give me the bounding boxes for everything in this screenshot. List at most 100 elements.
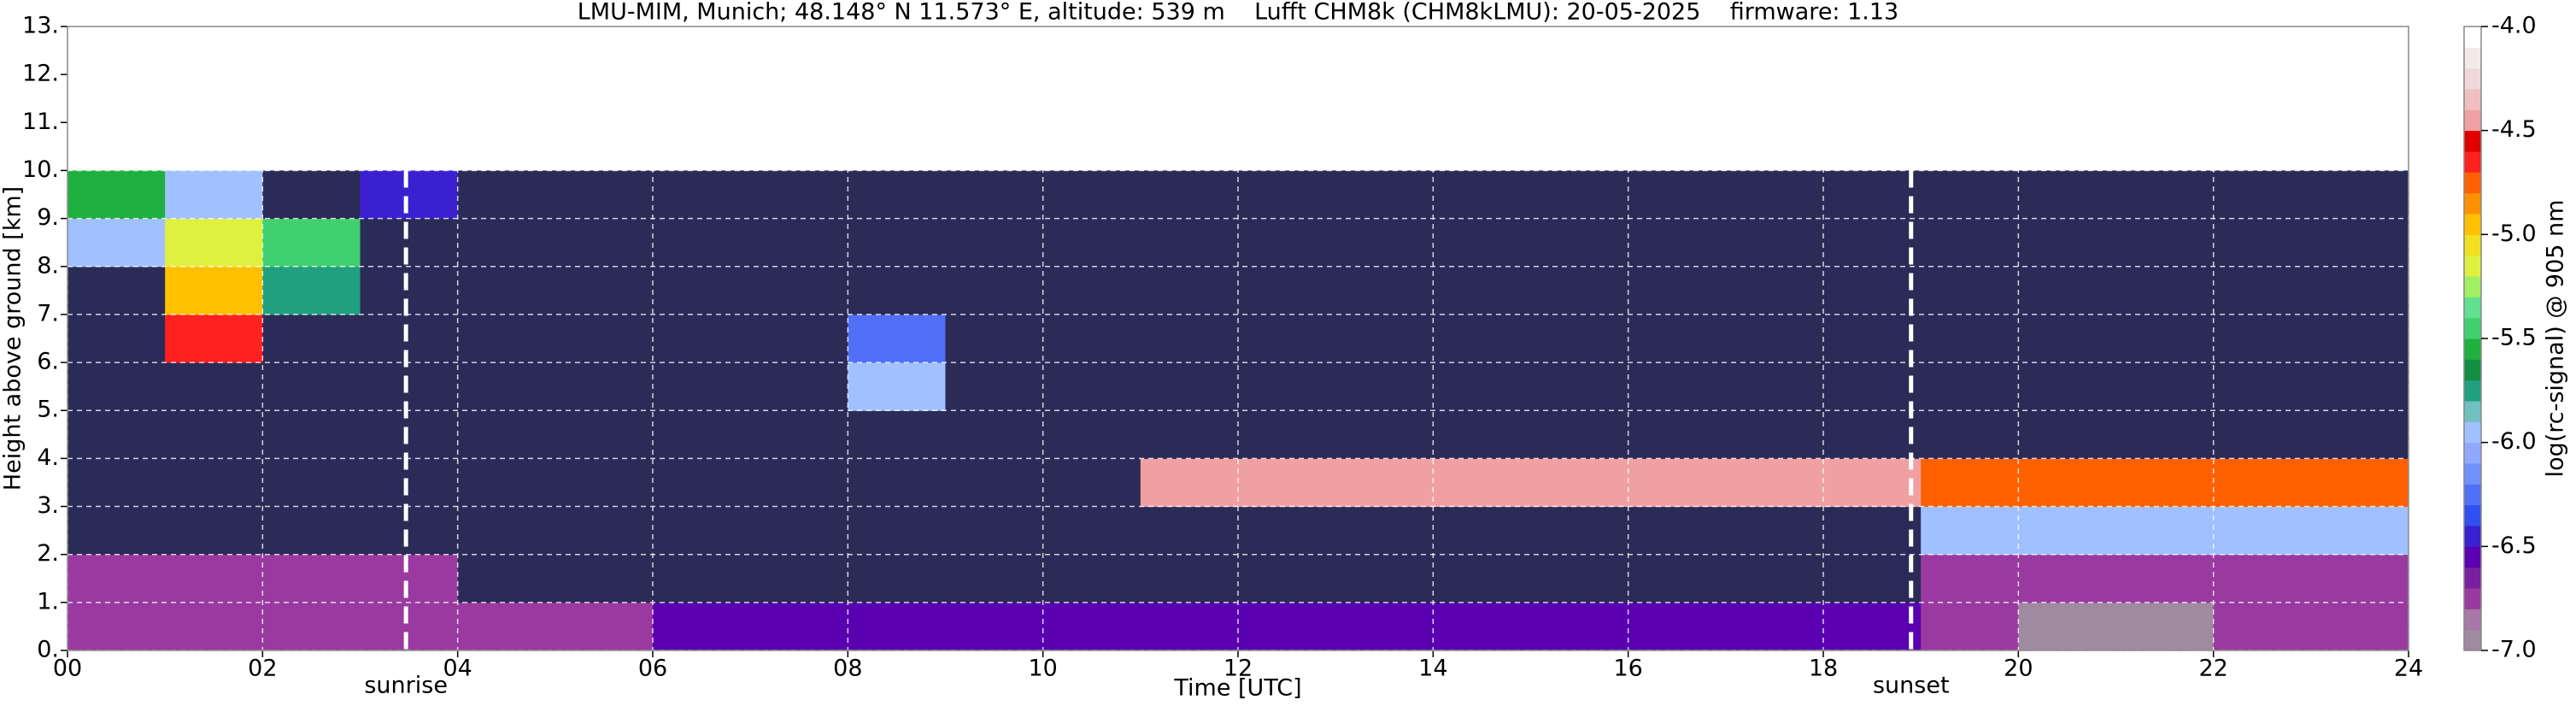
heatmap-cell — [1628, 410, 1727, 459]
heatmap-cell — [1042, 554, 1141, 603]
heatmap-cell — [2310, 362, 2409, 411]
heatmap-cell — [2310, 266, 2409, 315]
x-tick-label: 24 — [2394, 656, 2423, 682]
heatmap-cell — [2115, 554, 2215, 603]
heatmap-cell — [2018, 266, 2116, 315]
heatmap-cell — [555, 602, 654, 651]
heatmap-cell — [1921, 362, 2019, 411]
heatmap-cell — [1433, 554, 1531, 603]
heatmap-cell — [1238, 314, 1336, 363]
heatmap-cell — [945, 170, 1044, 220]
heatmap-cell — [1530, 602, 1629, 651]
heatmap-cell — [1823, 314, 1922, 363]
heatmap-cell — [2213, 458, 2312, 508]
colorbar-tick-label: -6.5 — [2491, 532, 2537, 559]
heatmap-cell — [1628, 602, 1727, 651]
heatmap-cell — [945, 266, 1044, 315]
colorbar-swatch — [2464, 47, 2481, 69]
x-tick-label: 14 — [1418, 656, 1447, 682]
heatmap-cell — [1921, 266, 2019, 315]
heatmap-cell — [165, 314, 263, 363]
heatmap-cell — [262, 410, 361, 459]
y-tick-label: 2. — [37, 540, 59, 567]
heatmap-cell — [1628, 506, 1727, 556]
heatmap-cell — [750, 362, 848, 411]
colorbar-swatch — [2464, 567, 2481, 589]
heatmap-cell — [457, 314, 556, 363]
heatmap-cell — [1433, 458, 1531, 508]
colorbar-swatch — [2464, 504, 2481, 527]
y-tick-label: 4. — [37, 444, 59, 471]
heatmap-cell — [262, 266, 361, 315]
heatmap-cell — [1921, 506, 2019, 556]
heatmap-cell — [1823, 506, 1922, 556]
heatmap-cell — [848, 554, 946, 603]
heatmap-cell — [262, 218, 361, 268]
heatmap-cell — [2115, 218, 2215, 268]
heatmap-cell — [67, 266, 166, 315]
heatmap-cell — [555, 266, 654, 315]
heatmap-cell — [2310, 458, 2409, 508]
heatmap-cell — [1042, 506, 1141, 556]
heatmap-cell — [1823, 218, 1922, 268]
heatmap-cell — [1725, 506, 1824, 556]
heatmap-cell — [360, 218, 459, 268]
heatmap-cell — [2018, 458, 2116, 508]
heatmap-cell — [1238, 218, 1336, 268]
heatmap-cell — [653, 506, 751, 556]
heatmap-cell — [750, 266, 848, 315]
heatmap-cell — [1042, 410, 1141, 459]
heatmap-cell — [653, 314, 751, 363]
heatmap-cell — [262, 170, 361, 220]
chart-title: LMU-MIM, Munich; 48.148° N 11.573° E, al… — [578, 0, 1898, 26]
heatmap-cell — [1530, 410, 1629, 459]
heatmap-cell — [262, 362, 361, 411]
heatmap-cell — [1238, 266, 1336, 315]
x-tick-label: 12 — [1223, 656, 1253, 682]
heatmap-cell — [262, 554, 361, 603]
colorbar-label: log(rc-signal) @ 905 nm — [2543, 200, 2569, 478]
y-tick-label: 7. — [37, 300, 59, 327]
heatmap-cell — [653, 170, 751, 220]
heatmap-cell — [2213, 410, 2312, 459]
heatmap-cell — [2213, 266, 2312, 315]
heatmap-cell — [1433, 218, 1531, 268]
heatmap-cell — [945, 410, 1044, 459]
y-tick-label: 9. — [37, 204, 59, 231]
heatmap-cell — [1921, 410, 2019, 459]
colorbar-tick-label: -6.0 — [2491, 428, 2537, 455]
annotation-label: sunset — [1873, 673, 1950, 699]
heatmap-cell — [1921, 314, 2019, 363]
colorbar-swatch — [2464, 609, 2481, 631]
heatmap-cell — [1433, 170, 1531, 220]
y-tick-label: 13. — [22, 13, 59, 39]
heatmap-cell — [653, 554, 751, 603]
y-tick-label: 8. — [37, 252, 59, 279]
heatmap-cell — [165, 266, 263, 315]
colorbar-swatch — [2464, 109, 2481, 132]
heatmap-cell — [1140, 458, 1239, 508]
y-tick-label: 5. — [37, 397, 59, 423]
heatmap-cell — [1140, 602, 1239, 651]
heatmap-cell — [2310, 554, 2409, 603]
colorbar-tick-label: -5.0 — [2491, 221, 2537, 247]
heatmap-cell — [653, 602, 751, 651]
heatmap-cell — [945, 554, 1044, 603]
heatmap-cell — [1238, 410, 1336, 459]
heatmap-cell — [2018, 410, 2116, 459]
heatmap-cell — [2115, 170, 2215, 220]
heatmap-cell — [653, 362, 751, 411]
heatmap-cell — [165, 170, 263, 220]
heatmap-cell — [1335, 458, 1434, 508]
heatmap-cell — [67, 554, 166, 603]
heatmap-cell — [848, 314, 946, 363]
heatmap-cell — [165, 554, 263, 603]
heatmap-cell — [360, 266, 459, 315]
heatmap-cell — [2018, 362, 2116, 411]
x-tick-label: 22 — [2198, 656, 2227, 682]
heatmap-cell — [165, 218, 263, 268]
heatmap-cell — [1042, 458, 1141, 508]
heatmap-cell — [1140, 410, 1239, 459]
heatmap-cell — [555, 410, 654, 459]
